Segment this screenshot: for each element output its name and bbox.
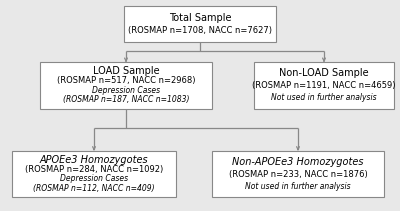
Text: Depression Cases: Depression Cases [92, 86, 160, 95]
FancyBboxPatch shape [212, 151, 384, 197]
Text: (ROSMAP n=233, NACC n=1876): (ROSMAP n=233, NACC n=1876) [229, 170, 367, 179]
Text: Depression Cases: Depression Cases [60, 174, 128, 183]
Text: Non-LOAD Sample: Non-LOAD Sample [279, 68, 369, 78]
FancyBboxPatch shape [254, 62, 394, 109]
Text: Not used in further analysis: Not used in further analysis [271, 93, 377, 102]
Text: (ROSMAP n=1191, NACC n=4659): (ROSMAP n=1191, NACC n=4659) [252, 81, 396, 90]
Text: (ROSMAP n=284, NACC n=1092): (ROSMAP n=284, NACC n=1092) [25, 165, 163, 174]
Text: Not used in further analysis: Not used in further analysis [245, 182, 351, 191]
Text: APOEe3 Homozygotes: APOEe3 Homozygotes [40, 155, 148, 165]
Text: (ROSMAP n=112, NACC n=409): (ROSMAP n=112, NACC n=409) [33, 184, 155, 193]
Text: (ROSMAP n=1708, NACC n=7627): (ROSMAP n=1708, NACC n=7627) [128, 26, 272, 35]
FancyBboxPatch shape [40, 62, 212, 109]
Text: Total Sample: Total Sample [169, 13, 231, 23]
Text: (ROSMAP n=187, NACC n=1083): (ROSMAP n=187, NACC n=1083) [63, 95, 189, 104]
FancyBboxPatch shape [124, 6, 276, 42]
Text: (ROSMAP n=517, NACC n=2968): (ROSMAP n=517, NACC n=2968) [57, 76, 195, 85]
Text: Non-APOEe3 Homozygotes: Non-APOEe3 Homozygotes [232, 157, 364, 167]
Text: LOAD Sample: LOAD Sample [93, 66, 159, 76]
FancyBboxPatch shape [12, 151, 176, 197]
